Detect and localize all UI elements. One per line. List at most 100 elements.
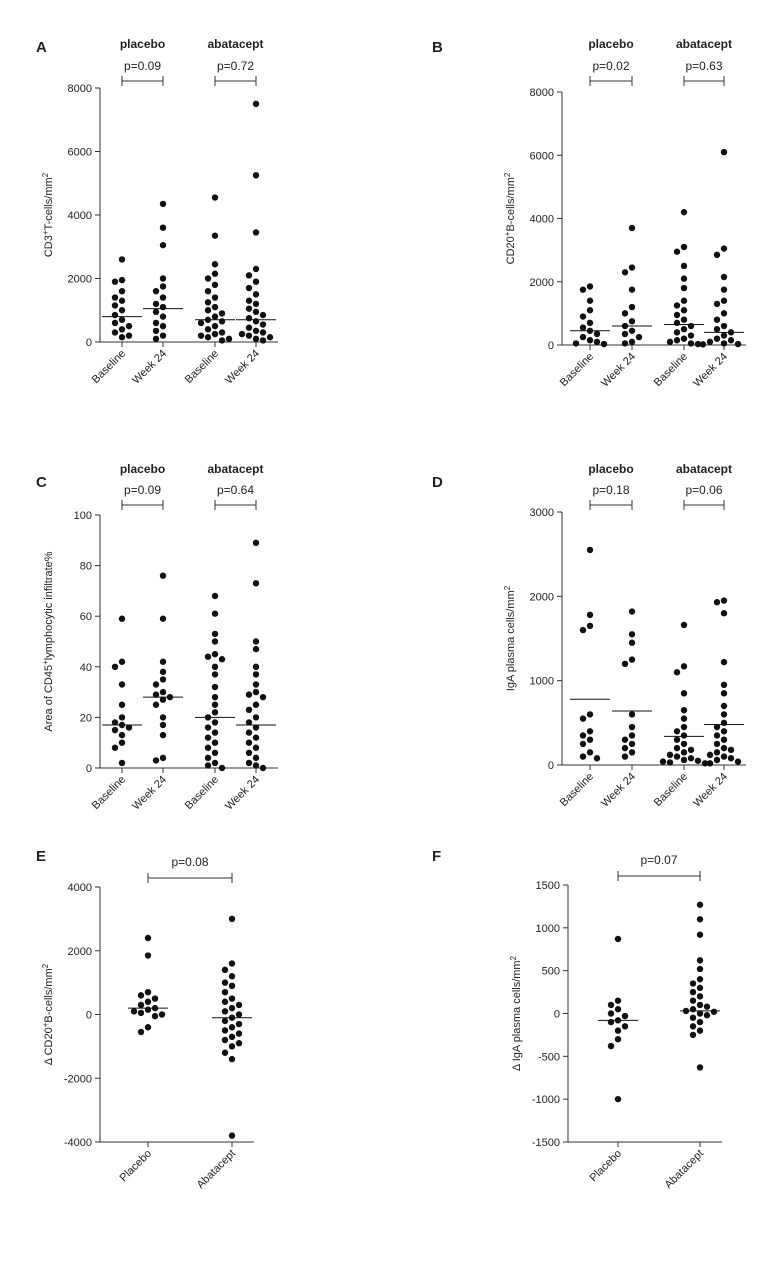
data-point xyxy=(696,1001,704,1009)
data-point xyxy=(621,330,629,338)
data-point xyxy=(158,1011,166,1018)
data-point xyxy=(111,663,119,670)
data-point xyxy=(159,322,167,330)
data-point xyxy=(713,599,721,606)
data-point xyxy=(211,739,219,746)
data-point xyxy=(152,691,160,698)
data-point xyxy=(710,1008,718,1015)
data-point xyxy=(579,324,587,331)
data-point xyxy=(137,1009,145,1017)
data-point xyxy=(228,1055,236,1063)
data-point xyxy=(699,341,707,348)
data-point xyxy=(235,1020,243,1028)
data-point xyxy=(204,724,212,731)
data-point xyxy=(689,997,697,1004)
data-point xyxy=(628,608,636,615)
data-point xyxy=(252,671,260,678)
data-point xyxy=(680,663,688,670)
data-point xyxy=(228,1004,236,1012)
data-point xyxy=(696,993,704,1000)
data-point xyxy=(252,318,260,325)
data-point xyxy=(680,621,688,629)
data-point xyxy=(259,764,267,772)
data-point xyxy=(621,1012,629,1020)
data-point xyxy=(614,1027,622,1034)
x-tick-label: Abatacept xyxy=(195,1148,239,1192)
data-point xyxy=(221,1049,229,1056)
data-point xyxy=(706,760,714,767)
data-point xyxy=(252,327,260,335)
data-point xyxy=(720,286,728,293)
data-point xyxy=(696,1018,704,1026)
y-tick-label: 6000 xyxy=(68,147,92,159)
y-tick-label: -1000 xyxy=(532,1094,560,1106)
data-point xyxy=(680,690,688,697)
group-label: abatacept xyxy=(207,462,263,476)
data-point xyxy=(687,755,695,762)
y-tick-label: 0 xyxy=(554,1009,560,1021)
data-point xyxy=(680,316,688,323)
p-value-label: p=0.08 xyxy=(171,855,208,869)
data-point xyxy=(680,732,688,739)
data-point xyxy=(720,310,728,317)
data-point xyxy=(118,658,126,665)
data-point xyxy=(586,297,594,304)
data-point xyxy=(245,729,253,736)
data-point xyxy=(159,676,167,683)
data-point xyxy=(579,715,587,722)
x-tick-label: Week 24 xyxy=(599,351,638,390)
data-point xyxy=(144,934,152,942)
data-point xyxy=(211,693,219,701)
data-point xyxy=(586,283,594,290)
data-point xyxy=(118,731,126,739)
data-point xyxy=(259,693,267,701)
data-point xyxy=(713,723,721,731)
data-point xyxy=(689,988,697,996)
y-tick-label: 500 xyxy=(542,966,560,978)
data-point xyxy=(221,1008,229,1015)
y-tick-label: 2000 xyxy=(530,591,554,603)
data-point xyxy=(680,243,688,251)
data-point xyxy=(713,300,721,308)
data-point xyxy=(144,1006,152,1013)
data-point xyxy=(228,1033,236,1041)
x-tick-label: Week 24 xyxy=(599,771,638,810)
data-point xyxy=(703,1012,711,1019)
data-point xyxy=(159,241,167,249)
panel-label: F xyxy=(432,848,441,865)
data-point xyxy=(221,1027,229,1034)
data-point xyxy=(713,732,721,739)
x-tick-label: Week 24 xyxy=(691,771,730,810)
data-point xyxy=(696,976,704,983)
data-point xyxy=(144,998,152,1005)
data-point xyxy=(727,755,735,762)
data-point xyxy=(252,701,260,708)
data-point xyxy=(628,224,636,232)
data-point xyxy=(720,340,728,347)
data-point xyxy=(252,688,260,696)
data-point xyxy=(152,308,160,316)
x-tick-label: Week 24 xyxy=(130,348,169,387)
group-label: abatacept xyxy=(676,462,732,476)
data-point xyxy=(228,1043,236,1050)
data-point xyxy=(680,297,688,304)
data-point xyxy=(159,294,167,301)
data-point xyxy=(211,330,219,338)
y-axis-label: Δ IgA plasma cells/mm2 xyxy=(509,955,524,1071)
data-point xyxy=(252,638,260,645)
data-point xyxy=(137,992,145,999)
data-point xyxy=(235,1001,243,1009)
data-point xyxy=(579,732,587,739)
data-point xyxy=(696,957,704,964)
data-point xyxy=(252,762,260,769)
y-tick-label: 0 xyxy=(86,337,92,349)
data-point xyxy=(579,626,587,634)
data-point xyxy=(586,736,594,743)
data-point xyxy=(159,668,167,676)
data-point xyxy=(159,275,167,282)
data-point xyxy=(628,711,636,718)
x-tick-label: Placebo xyxy=(588,1148,625,1185)
data-point xyxy=(152,701,160,708)
data-point xyxy=(159,303,167,311)
